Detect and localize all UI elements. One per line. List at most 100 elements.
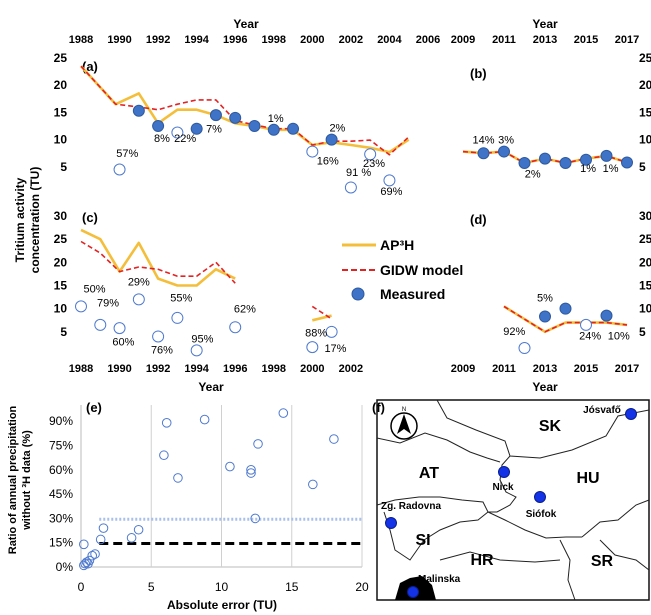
top-year-tick-1996: 1996 (223, 34, 247, 46)
e-xtick-15: 15 (285, 580, 299, 594)
e-ytick-1: 15% (49, 536, 73, 550)
annotation-4: 1% (268, 113, 284, 125)
measured-open-point-6 (190, 344, 203, 357)
ap3h-line-0 (80, 228, 236, 287)
border-at-north (376, 432, 501, 463)
measured-open-point-9 (325, 325, 338, 338)
top-year-tick-1992: 1992 (146, 34, 170, 46)
e-point-22 (308, 479, 318, 490)
measured-point-1 (559, 302, 572, 315)
e-xtick-5: 5 (148, 580, 155, 594)
border-si-hr (423, 511, 489, 541)
e-point-17 (246, 465, 256, 475)
top-ticks-left: 1988 1990 1992 1994 1996 1998 2000 2002 2004 2006 (69, 34, 440, 46)
e-point-9 (98, 523, 109, 533)
bottom-year-tick-2002: 2002 (339, 363, 363, 375)
panel-label: (d) (470, 212, 487, 227)
measured-open-point-8 (306, 341, 319, 354)
measured-open-point-1 (171, 126, 184, 139)
ytick-15: 15 (54, 279, 68, 293)
annotation-1: 3% (498, 134, 514, 146)
measured-open-point-1 (94, 318, 107, 331)
measured-point-1 (498, 145, 510, 158)
e-point-7 (79, 539, 89, 550)
station-label-siofok: Siófok (526, 509, 557, 520)
north-label: N (402, 407, 406, 413)
annotation-3: 7% (206, 124, 222, 136)
station-marker-siofok (534, 491, 546, 503)
annotation-3: 10% (608, 331, 630, 343)
annotation-9: 17% (324, 343, 346, 355)
measured-open-point-4 (152, 330, 165, 343)
country-at: AT (419, 465, 439, 482)
bottom-year-tick-1990: 1990 (107, 363, 131, 375)
measured-open-point-5 (383, 174, 396, 187)
gidw-line-1 (80, 65, 410, 156)
measured-point-1 (152, 120, 165, 132)
annotation-7: 91 % (346, 167, 371, 179)
measured-point-6 (267, 123, 280, 136)
legend-ap3h-label: AP³H (380, 237, 414, 253)
station-label-josvafo: Jósvafő (583, 405, 621, 416)
measured-point-4 (559, 156, 572, 169)
measured-point-2 (518, 156, 531, 169)
gidw-line-1 (503, 305, 628, 333)
panel-label: (c) (82, 210, 98, 225)
y-axis-title-line1: Tritium activity (13, 177, 27, 262)
e-ytick-3: 45% (49, 487, 73, 501)
measured-point-3 (539, 152, 551, 165)
station-marker-nick (498, 466, 510, 478)
station-label-malinska: Malinska (418, 574, 461, 585)
annotation-4: 1% (603, 163, 619, 175)
measured-point-5 (580, 153, 592, 166)
country-sr: SR (591, 553, 614, 570)
annotation-2: 24% (579, 331, 601, 343)
bottom-year-title-right: Year (532, 380, 558, 394)
border-hr-ba (439, 551, 561, 563)
ytick-5: 5 (60, 325, 67, 339)
measured-open-point-0 (75, 300, 87, 313)
measured-point-5 (248, 120, 261, 132)
border-hu-hr (487, 511, 582, 539)
annotation-2: 29% (128, 277, 150, 289)
e-point-8 (95, 534, 106, 545)
station-label-radovna: Zg. Radovna (381, 501, 441, 512)
top-year-tick-2004: 2004 (377, 34, 402, 46)
bottom-ticks-right: 2009 2011 2013 2015 2017 (451, 363, 639, 375)
measured-point-3 (209, 109, 222, 122)
e-point-5 (87, 550, 98, 561)
annotation-2: 2% (525, 169, 541, 181)
top-year-tick-1994: 1994 (184, 34, 209, 46)
ytick-5: 5 (639, 325, 646, 339)
e-point-19 (253, 439, 263, 449)
e-ytick-5: 75% (49, 439, 73, 453)
panel-c: 5 10 15 20 25 30 (c) 50% 79% 29% 55% 62% 60% 76% 95% 88… (54, 209, 347, 357)
top-year-title: Year (233, 17, 259, 31)
panel-f-map: N (f) SK AT HU SI HR SR Jósvafő Nick Sió… (372, 399, 650, 601)
panel-d: 5 10 15 20 25 30 (d) 5% 92% 24% 10% (470, 209, 651, 355)
north-arrow-icon (397, 414, 411, 434)
measured-point-8 (325, 133, 338, 146)
e-panel-label: (e) (86, 400, 102, 415)
bottom-year-title: Year (198, 380, 224, 394)
e-point-12 (159, 450, 169, 461)
measured-point-7 (287, 122, 300, 135)
annotation-0: 14% (472, 134, 494, 146)
measured-open-point-2 (306, 145, 319, 158)
annotation-0: 5% (537, 293, 553, 305)
country-sk: SK (539, 418, 562, 435)
e-point-14 (173, 473, 183, 483)
measured-open-point-5 (171, 311, 184, 324)
measured-point-4 (229, 111, 242, 124)
map-frame (376, 399, 650, 601)
panel-e: Ratio of annual precipitation without ³H… (7, 400, 369, 612)
ytick-20: 20 (639, 78, 651, 92)
ytick-10: 10 (54, 133, 68, 147)
ytick-10: 10 (54, 302, 68, 316)
ytick-15: 15 (54, 105, 68, 119)
legend-gidw-label: GIDW model (380, 262, 463, 278)
country-si: SI (415, 532, 430, 549)
annotation-1: 92% (503, 326, 525, 338)
e-point-15 (199, 414, 210, 425)
